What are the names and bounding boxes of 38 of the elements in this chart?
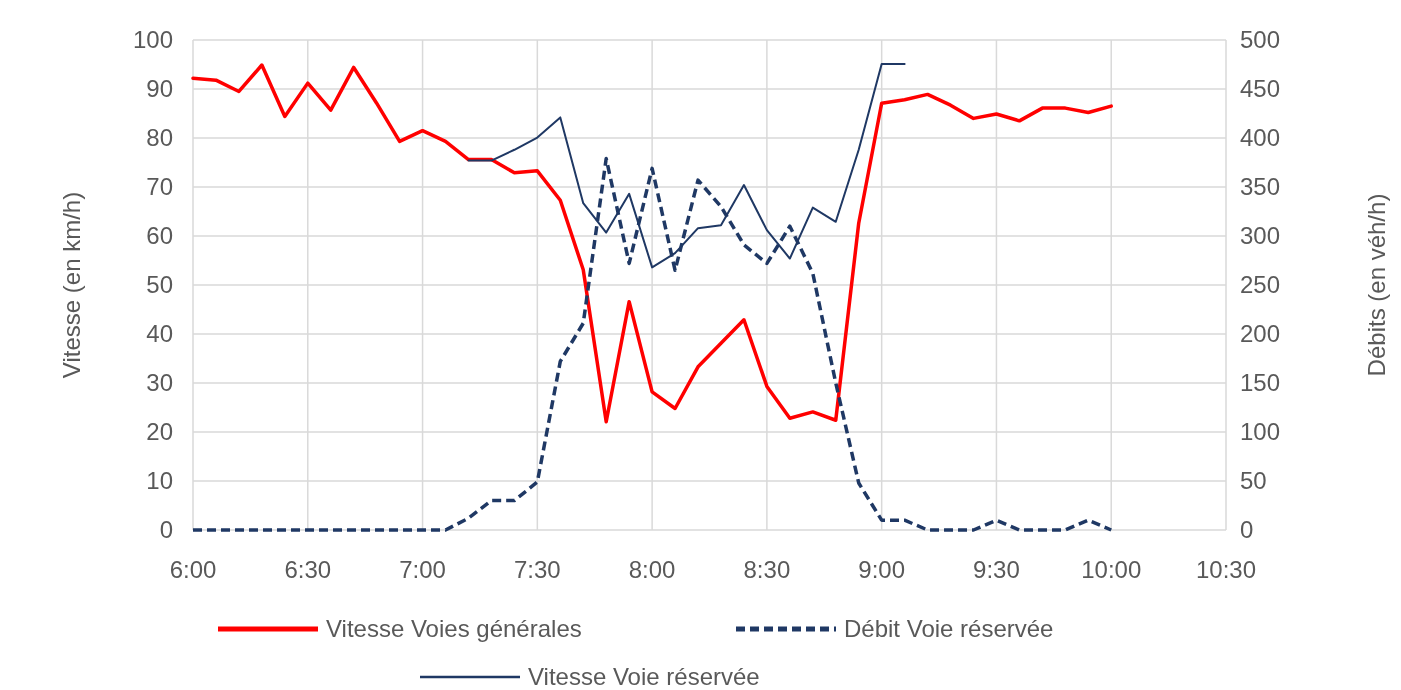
y-tick-label: 60 (146, 222, 173, 250)
x-tick-label: 6:00 (169, 556, 217, 583)
y-tick-label: 0 (159, 516, 173, 544)
x-tick-label: 10:30 (1195, 556, 1257, 583)
y-tick-label: 20 (146, 418, 173, 446)
x-tick-label: 7:30 (513, 556, 561, 583)
y2-tick-label: 450 (1240, 75, 1281, 103)
y-tick-label: 50 (146, 271, 173, 299)
legend-label: Vitesse Voies générales (326, 615, 582, 643)
y-tick-label: 10 (146, 467, 173, 495)
y-tick-label: 80 (146, 124, 173, 152)
x-tick-label: 7:00 (399, 556, 446, 583)
y2-tick-label: 100 (1240, 418, 1281, 446)
y2-tick-label: 50 (1240, 467, 1267, 495)
y-axis-title: Vitesse (en km/h) (58, 191, 85, 379)
line-series (191, 63, 1113, 424)
y2-tick-label: 200 (1240, 320, 1281, 348)
legend-label: Débit Voie réservée (844, 615, 1054, 643)
y-tick-label: 40 (146, 320, 173, 348)
y2-tick-label: 150 (1240, 369, 1281, 397)
y2-tick-label: 350 (1240, 173, 1281, 201)
y-tick-label: 30 (146, 369, 173, 397)
y2-tick-label: 500 (1240, 26, 1281, 54)
legend-label: Vitesse Voie réservée (528, 663, 760, 690)
y2-tick-label: 250 (1240, 271, 1281, 299)
y2-tick-label: 300 (1240, 222, 1281, 250)
y-tick-label: 70 (146, 173, 173, 201)
x-tick-label: 8:30 (743, 556, 791, 583)
y2-axis-title: Débits (en véh/h) (1363, 193, 1390, 377)
x-tick-label: 9:00 (858, 556, 906, 583)
y-tick-label: 100 (132, 26, 173, 54)
x-tick-label: 6:30 (284, 556, 332, 583)
x-tick-label: 8:00 (628, 556, 676, 583)
y2-tick-label: 0 (1240, 516, 1254, 544)
y-tick-label: 90 (146, 75, 173, 103)
y2-tick-label: 400 (1240, 124, 1281, 152)
x-tick-label: 9:30 (973, 556, 1020, 583)
x-tick-label: 10:00 (1081, 556, 1142, 583)
